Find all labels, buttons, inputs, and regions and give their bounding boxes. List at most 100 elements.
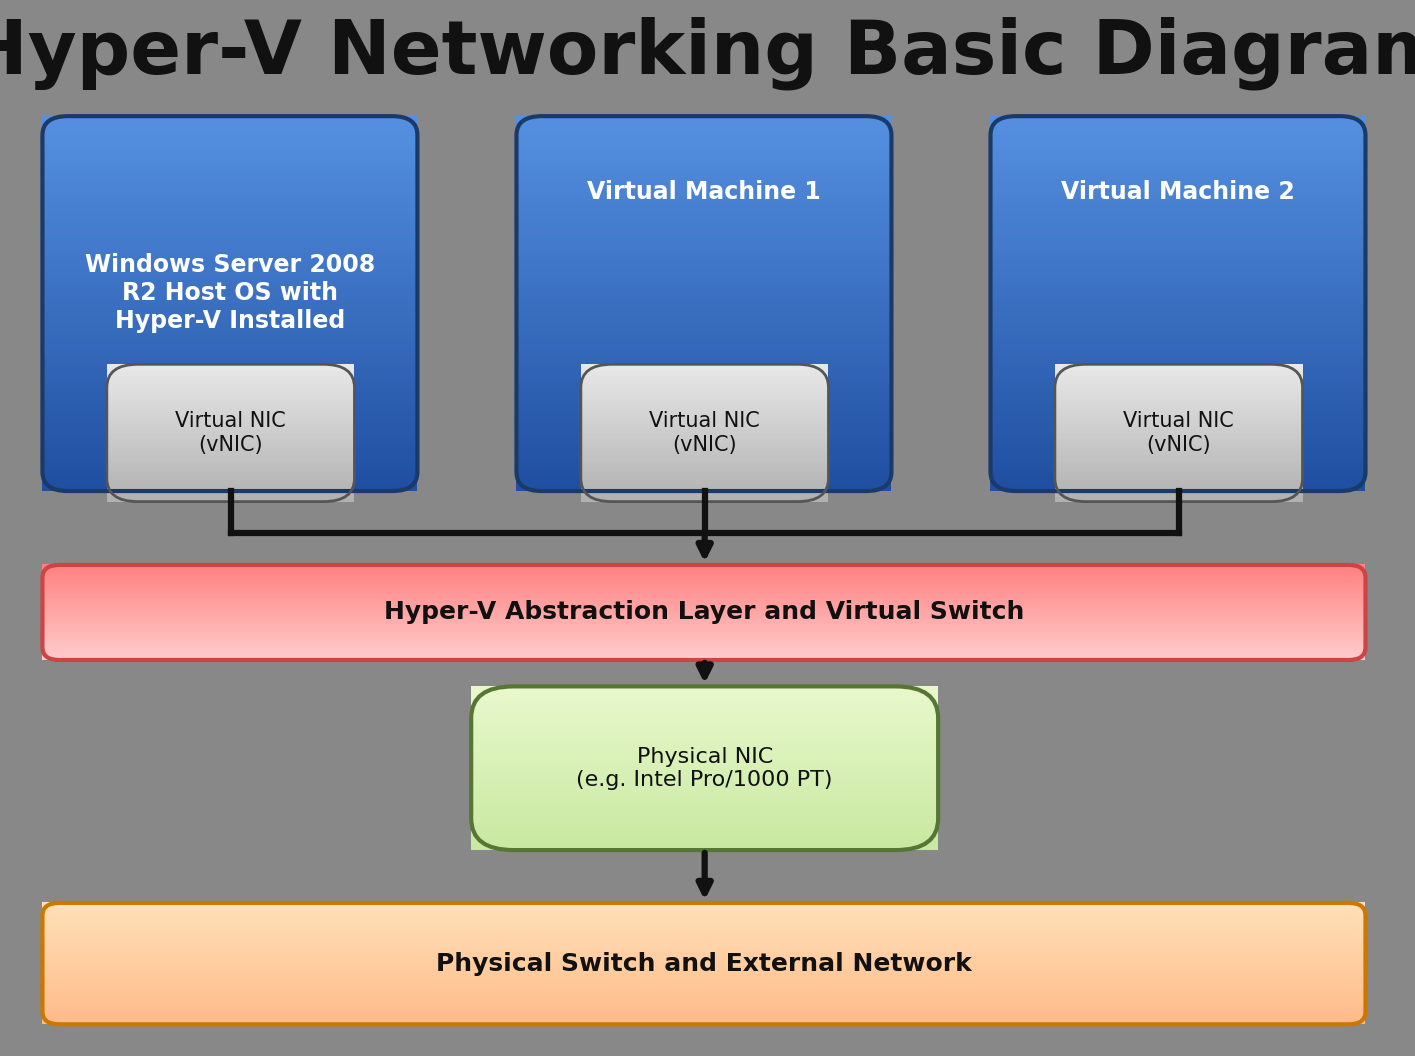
Bar [471, 743, 938, 746]
Bar [42, 932, 1365, 935]
Bar [990, 125, 1365, 130]
Bar [471, 846, 938, 848]
Bar [42, 614, 1365, 615]
Bar [990, 463, 1365, 468]
Bar [108, 436, 354, 438]
Bar [990, 439, 1365, 445]
Bar [42, 578, 1365, 579]
Bar [42, 907, 1365, 909]
Bar [990, 289, 1365, 295]
Bar [42, 627, 1365, 629]
Bar [1054, 499, 1302, 502]
Bar [580, 450, 828, 452]
Bar [580, 382, 828, 384]
Bar [580, 439, 828, 441]
Bar [1054, 400, 1302, 402]
Bar [471, 785, 938, 787]
Bar [42, 232, 417, 238]
Bar [990, 355, 1365, 360]
Bar [42, 326, 417, 332]
Bar [471, 800, 938, 803]
Bar [108, 363, 354, 366]
Bar [108, 455, 354, 457]
Bar [42, 589, 1365, 591]
Bar [516, 289, 891, 295]
Bar [516, 345, 891, 351]
Bar [42, 374, 417, 378]
Bar [990, 232, 1365, 238]
Bar [516, 355, 891, 360]
Bar [580, 398, 828, 400]
Bar [108, 458, 354, 460]
Bar [42, 974, 1365, 976]
Bar [108, 410, 354, 412]
Bar [516, 482, 891, 487]
Bar [580, 492, 828, 494]
Bar [516, 257, 891, 262]
Bar [516, 326, 891, 332]
Bar [42, 959, 1365, 961]
Bar [42, 200, 417, 205]
Bar [580, 453, 828, 455]
Bar [108, 491, 354, 493]
Bar [471, 729, 938, 732]
Bar [42, 571, 1365, 573]
Bar [516, 125, 891, 130]
Bar [42, 577, 1365, 578]
Bar [1054, 379, 1302, 381]
Bar [580, 486, 828, 488]
Bar [1054, 429, 1302, 431]
Bar [42, 280, 417, 285]
Text: Windows Server 2008
R2 Host OS with
Hyper-V Installed: Windows Server 2008 R2 Host OS with Hype… [85, 253, 375, 333]
Bar [580, 403, 828, 406]
Bar [108, 422, 354, 425]
Text: Physical Switch and External Network: Physical Switch and External Network [436, 951, 972, 976]
Bar [108, 393, 354, 395]
Bar [108, 453, 354, 455]
Bar [990, 176, 1365, 182]
Bar [990, 313, 1365, 318]
Bar [990, 303, 1365, 308]
Bar [580, 369, 828, 371]
Bar [42, 139, 417, 145]
Bar [42, 163, 417, 168]
Bar [516, 317, 891, 322]
Bar [42, 637, 1365, 639]
Bar [471, 809, 938, 811]
Bar [471, 778, 938, 780]
Bar [42, 580, 1365, 582]
Bar [990, 214, 1365, 220]
Bar [42, 588, 1365, 590]
Bar [108, 379, 354, 381]
Bar [42, 130, 417, 135]
Bar [1054, 489, 1302, 491]
Bar [580, 423, 828, 426]
Bar [42, 616, 1365, 617]
Bar [42, 626, 1365, 628]
Bar [580, 400, 828, 402]
Bar [1054, 492, 1302, 494]
Bar [990, 457, 1365, 463]
Bar [516, 439, 891, 445]
Bar [108, 384, 354, 386]
Bar [42, 615, 1365, 616]
Bar [580, 477, 828, 479]
Bar [471, 831, 938, 834]
Bar [42, 195, 417, 201]
Bar [108, 391, 354, 394]
Bar [42, 966, 1365, 968]
Bar [42, 653, 1365, 654]
Bar [42, 918, 1365, 920]
Bar [42, 583, 1365, 585]
Bar [516, 303, 891, 308]
Bar [580, 373, 828, 375]
Bar [42, 999, 1365, 1001]
Bar [108, 365, 354, 367]
Bar [471, 776, 938, 778]
Bar [42, 224, 417, 229]
Bar [42, 654, 1365, 655]
Bar [42, 638, 1365, 640]
Bar [516, 307, 891, 313]
Bar [990, 238, 1365, 243]
Bar [516, 476, 891, 482]
